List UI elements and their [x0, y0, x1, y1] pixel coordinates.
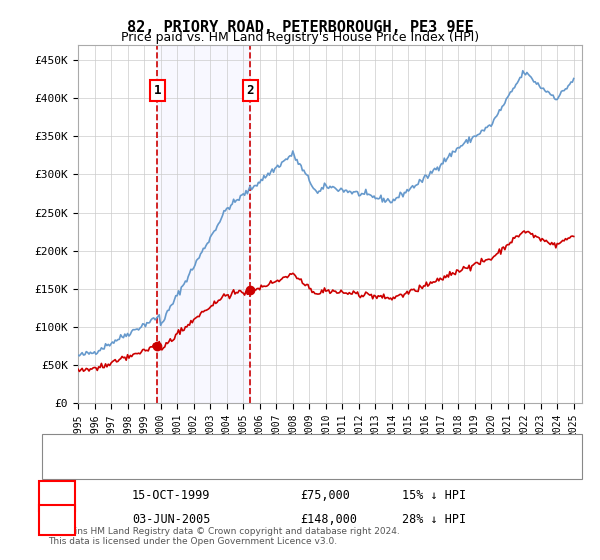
Text: £148,000: £148,000: [300, 513, 357, 526]
Text: 1: 1: [154, 84, 161, 97]
Text: 28% ↓ HPI: 28% ↓ HPI: [402, 513, 466, 526]
Text: £75,000: £75,000: [300, 489, 350, 502]
Text: 1: 1: [53, 489, 61, 502]
Text: Contains HM Land Registry data © Crown copyright and database right 2024.
This d: Contains HM Land Registry data © Crown c…: [48, 526, 400, 546]
Text: 15% ↓ HPI: 15% ↓ HPI: [402, 489, 466, 502]
Text: 2: 2: [53, 513, 61, 526]
Text: HPI: Average price, detached house, City of Peterborough: HPI: Average price, detached house, City…: [90, 458, 440, 468]
Text: Price paid vs. HM Land Registry's House Price Index (HPI): Price paid vs. HM Land Registry's House …: [121, 31, 479, 44]
Text: 15-OCT-1999: 15-OCT-1999: [132, 489, 211, 502]
Text: 82, PRIORY ROAD, PETERBOROUGH, PE3 9EE (detached house): 82, PRIORY ROAD, PETERBOROUGH, PE3 9EE (…: [90, 445, 434, 455]
Text: 82, PRIORY ROAD, PETERBOROUGH, PE3 9EE: 82, PRIORY ROAD, PETERBOROUGH, PE3 9EE: [127, 20, 473, 35]
Bar: [157, 45, 250, 403]
Text: 2: 2: [247, 84, 254, 97]
Text: 03-JUN-2005: 03-JUN-2005: [132, 513, 211, 526]
